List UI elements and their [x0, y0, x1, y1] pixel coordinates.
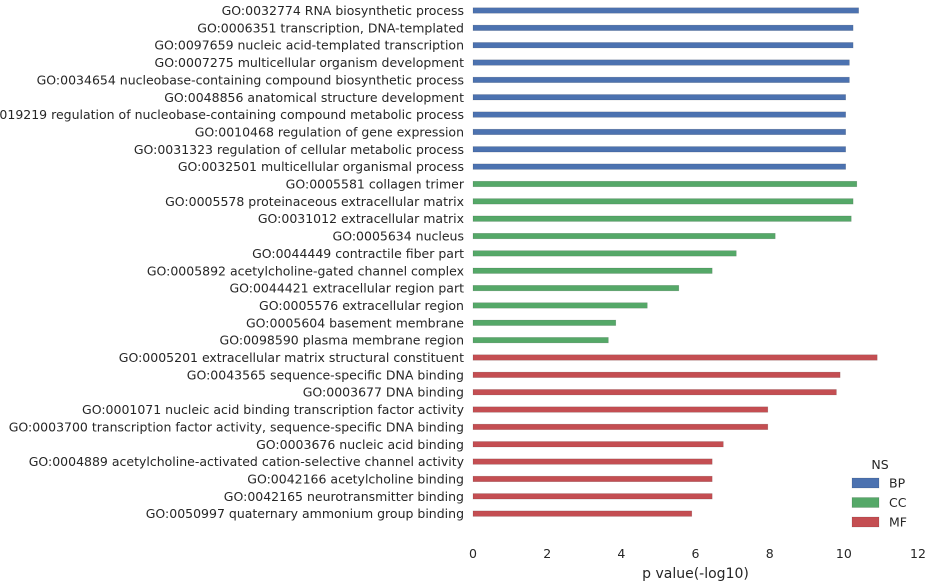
bar-cc [472, 250, 737, 257]
category-labels: GO:0032774 RNA biosynthetic process GO:00… [0, 3, 465, 521]
bar-mf [472, 354, 878, 361]
legend-label-mf: MF [889, 515, 907, 530]
x-tick-label: 0 [469, 546, 477, 561]
category-label: GO:0048856 anatomical structure developm… [164, 90, 464, 105]
bar-mf [472, 510, 693, 517]
category-label: GO:0010468 regulation of gene expression [195, 124, 464, 139]
bar-bp [472, 146, 846, 153]
bar-cc [472, 267, 713, 274]
category-label: GO:0032774 RNA biosynthetic process [222, 3, 464, 18]
category-label: GO:0004889 acetylcholine-activated catio… [29, 454, 465, 469]
bar-mf [472, 493, 713, 500]
category-label: GO:0044421 extracellular region part [229, 281, 464, 296]
bar-bp [472, 76, 850, 83]
category-label: GO:0019219 regulation of nucleobase-cont… [0, 107, 464, 122]
category-label: GO:0005892 acetylcholine-gated channel c… [147, 263, 464, 278]
category-label: GO:0005576 extracellular region [259, 298, 464, 313]
category-label: GO:0034654 nucleobase-containing compoun… [37, 72, 464, 87]
bar-cc [472, 198, 854, 205]
category-label: GO:0050997 quaternary ammonium group bin… [146, 506, 464, 521]
category-label: GO:0001071 nucleic acid binding transcri… [82, 402, 465, 417]
category-label: GO:0097659 nucleic acid-templated transc… [154, 38, 464, 53]
category-label: GO:0005634 nucleus [333, 229, 464, 244]
x-tick-label: 10 [836, 546, 852, 561]
legend-swatch-mf [851, 516, 880, 528]
bars-layer [472, 7, 878, 517]
x-tick-label: 2 [543, 546, 551, 561]
bar-bp [472, 59, 850, 66]
bar-bp [472, 128, 846, 135]
bar-bp [472, 42, 854, 49]
bar-mf [472, 423, 769, 430]
category-label: GO:0005578 proteinaceous extracellular m… [165, 194, 464, 209]
bar-mf [472, 458, 713, 465]
x-axis: 0 2 4 6 8 10 12 [469, 546, 926, 561]
category-label: GO:0042165 neurotransmitter binding [224, 489, 464, 504]
bar-cc [472, 180, 858, 188]
category-label: GO:0031012 extracellular matrix [258, 211, 464, 226]
category-label: GO:0031323 regulation of cellular metabo… [134, 142, 464, 157]
bar-bp [472, 24, 854, 31]
category-label: GO:0042166 acetylcholine binding [247, 471, 464, 486]
bar-bp [472, 163, 846, 170]
bar-cc [472, 337, 609, 344]
bar-mf [472, 475, 713, 483]
category-label: GO:0003677 DNA binding [303, 385, 464, 400]
legend-swatch-bp [851, 477, 880, 489]
category-label: GO:0044449 contractile fiber part [252, 246, 464, 261]
bar-mf [472, 371, 841, 378]
bar-bp [472, 94, 846, 101]
category-label: GO:0003676 nucleic acid binding [256, 437, 464, 452]
bar-mf [472, 406, 769, 413]
x-tick-label: 6 [692, 546, 700, 561]
legend-title: NS [871, 457, 888, 472]
category-label: GO:0005581 collagen trimer [286, 177, 465, 192]
bar-cc [472, 285, 680, 292]
category-label: GO:0005201 extracellular matrix structur… [119, 350, 464, 365]
legend-label-bp: BP [889, 476, 906, 491]
category-label: GO:0005604 basement membrane [246, 315, 464, 330]
legend-label-cc: CC [889, 495, 907, 510]
bar-cc [472, 215, 852, 222]
bar-mf [472, 389, 837, 396]
bar-bp [472, 111, 846, 118]
bar-cc [472, 302, 648, 309]
category-label: GO:0098590 plasma membrane region [220, 333, 464, 348]
x-tick-label: 4 [617, 546, 625, 561]
bar-bp [472, 7, 859, 14]
x-tick-label: 12 [910, 546, 926, 561]
bar-cc [472, 233, 776, 240]
legend: NS BP CC MF [851, 457, 907, 530]
legend-swatch-cc [851, 497, 880, 508]
category-label: GO:0006351 transcription, DNA-templated [197, 20, 464, 35]
category-label: GO:0043565 sequence-specific DNA binding [187, 367, 464, 382]
x-tick-label: 8 [766, 546, 774, 561]
x-axis-title: p value(-log10) [642, 566, 749, 582]
category-label: GO:0007275 multicellular organism develo… [155, 55, 465, 70]
category-label: GO:0003700 transcription factor activity… [9, 419, 464, 434]
bar-cc [472, 319, 617, 326]
category-label: GO:0032501 multicellular organismal proc… [178, 159, 464, 174]
bar-mf [472, 441, 724, 448]
